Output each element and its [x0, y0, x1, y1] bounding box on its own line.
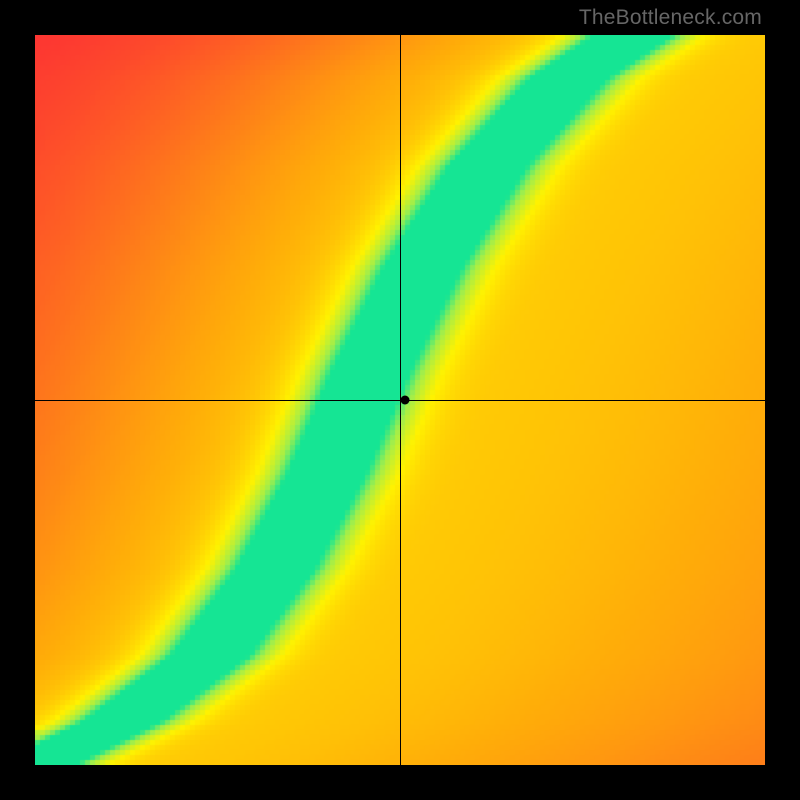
watermark-text: TheBottleneck.com: [579, 6, 762, 30]
selection-marker: [401, 396, 410, 405]
bottleneck-heatmap: [35, 35, 765, 765]
